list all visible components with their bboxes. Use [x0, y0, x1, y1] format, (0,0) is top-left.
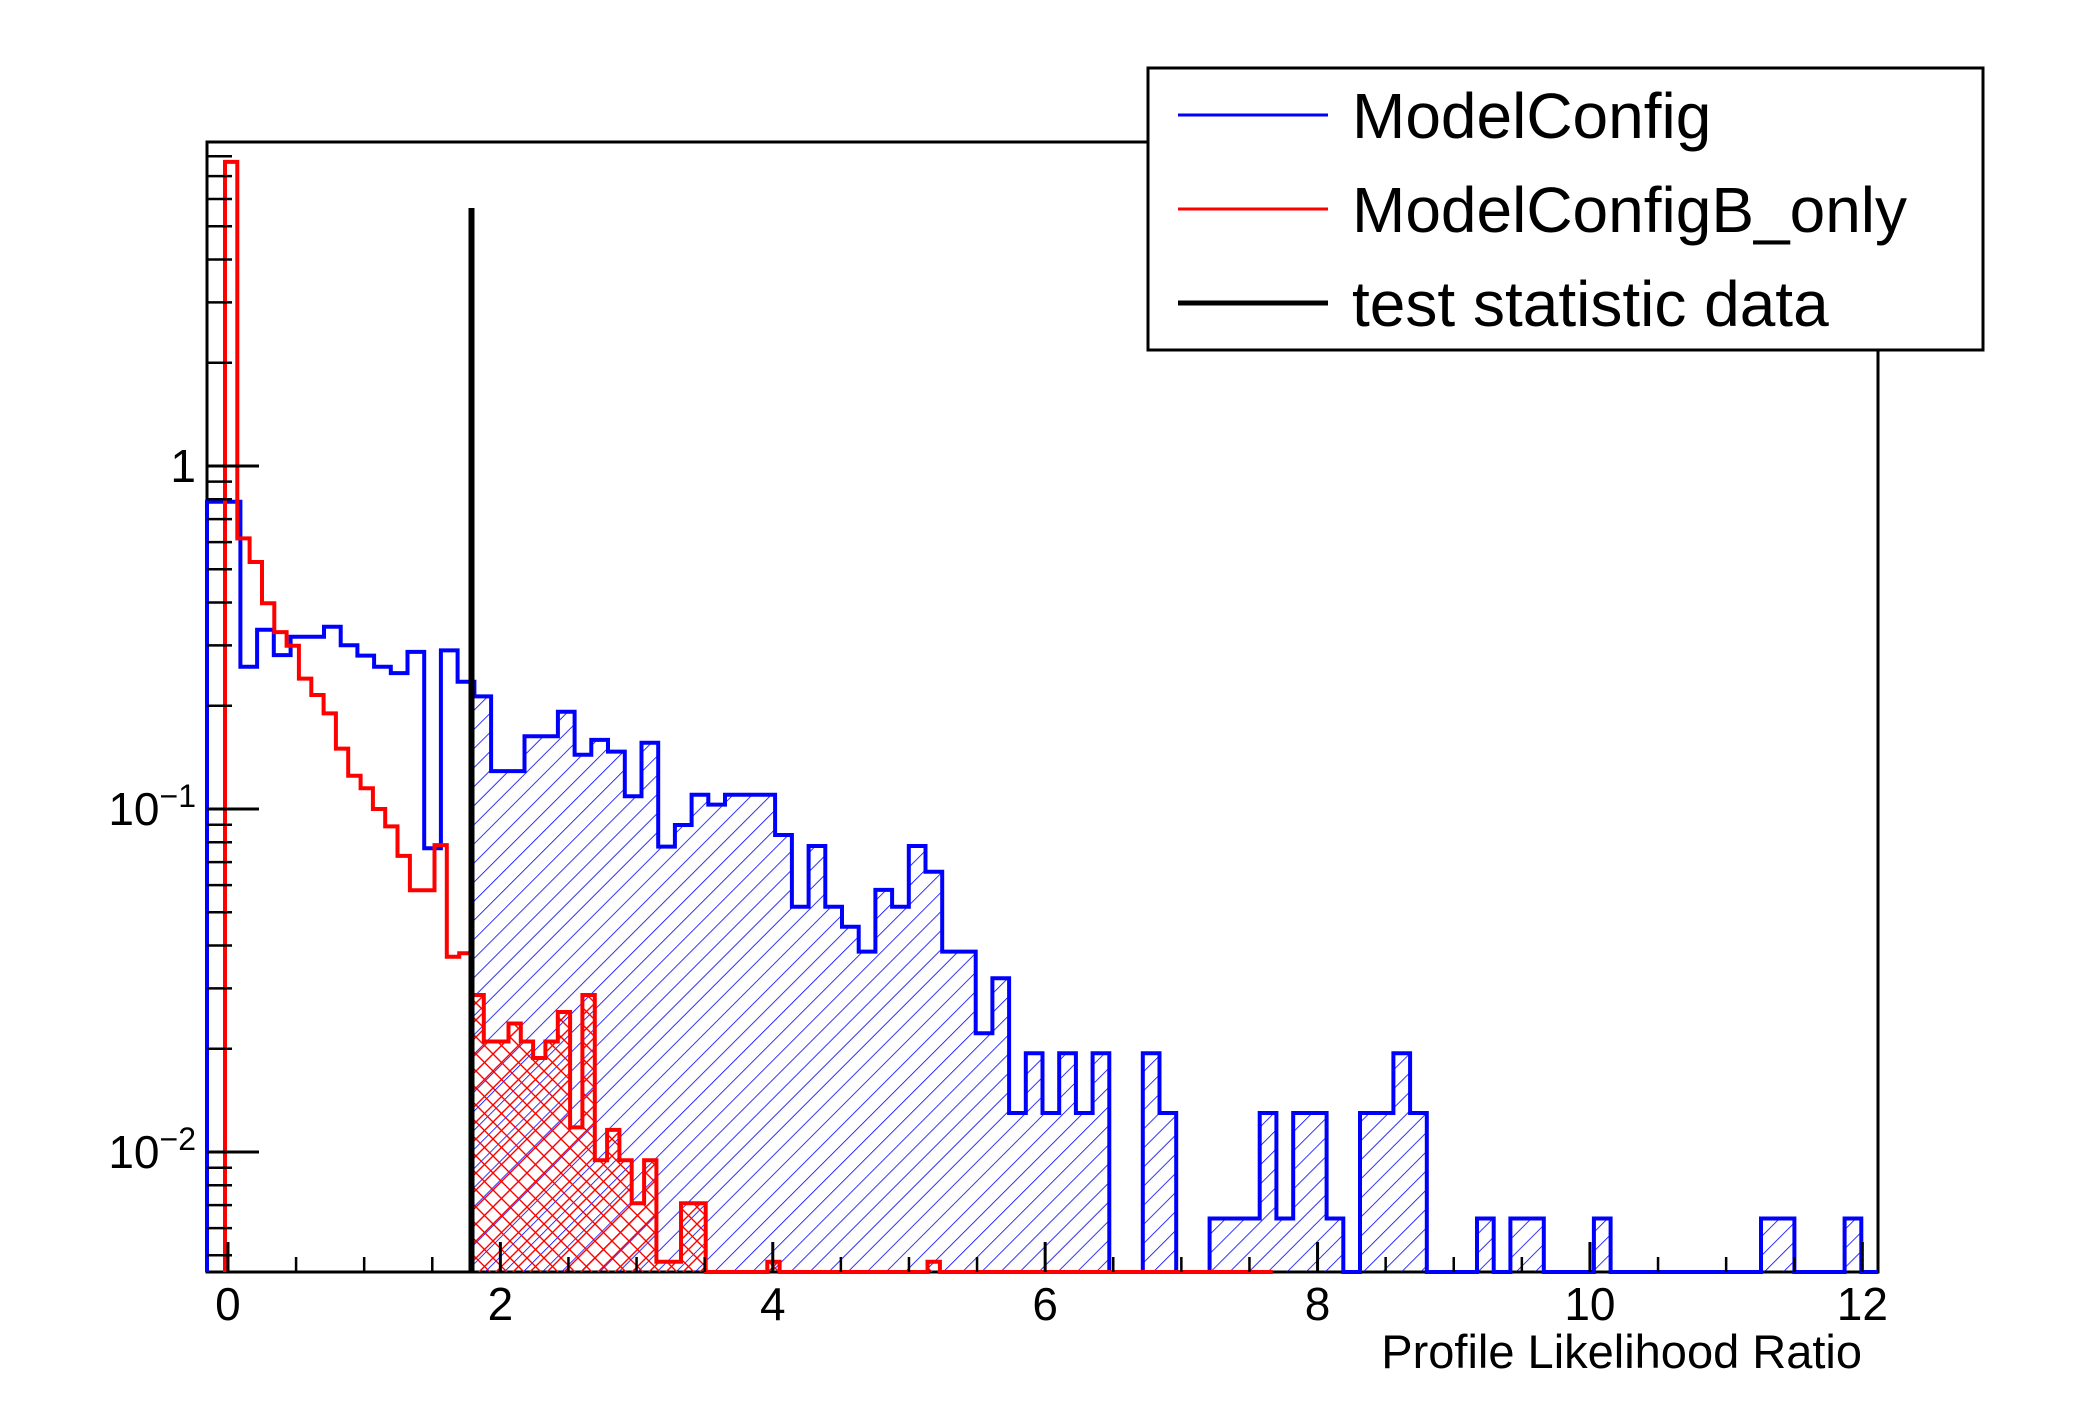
x-axis-title: Profile Likelihood Ratio	[1381, 1325, 1862, 1378]
y-tick-label: 10−2	[108, 1121, 196, 1178]
legend-entry-modelconfig: ModelConfig	[1178, 80, 1711, 152]
legend: ModelConfig ModelConfigB_only test stati…	[1146, 66, 1985, 352]
x-tick-label: 0	[215, 1278, 241, 1330]
legend-entry-test-statistic: test statistic data	[1178, 268, 1829, 340]
x-tick-label: 4	[760, 1278, 786, 1330]
histogram-outline-modelconfig	[205, 499, 1878, 1274]
histogram-series	[205, 159, 1878, 1274]
x-tick-label: 6	[1032, 1278, 1058, 1330]
y-tick-label: 10−1	[108, 778, 196, 835]
pvalue-region-modelconfig-hatch	[471, 681, 1878, 1272]
x-tick-label: 8	[1305, 1278, 1331, 1330]
x-tick-label: 2	[488, 1278, 514, 1330]
x-tick-label: 12	[1837, 1278, 1888, 1330]
legend-entry-modelconfigb-only: ModelConfigB_only	[1178, 174, 1907, 246]
legend-label-modelconfig: ModelConfig	[1352, 80, 1711, 152]
axes: 0 2 4 6 8 10 12 1 10−1 10−2	[108, 154, 1888, 1330]
legend-label-test-statistic: test statistic data	[1352, 268, 1829, 340]
y-tick-label: 1	[170, 440, 196, 492]
histogram-outline-modelconfigb-only	[223, 159, 1273, 1274]
pvalue-region-bonly-hatch	[471, 995, 1273, 1272]
x-tick-label: 10	[1564, 1278, 1615, 1330]
legend-label-modelconfigb-only: ModelConfigB_only	[1352, 174, 1907, 246]
